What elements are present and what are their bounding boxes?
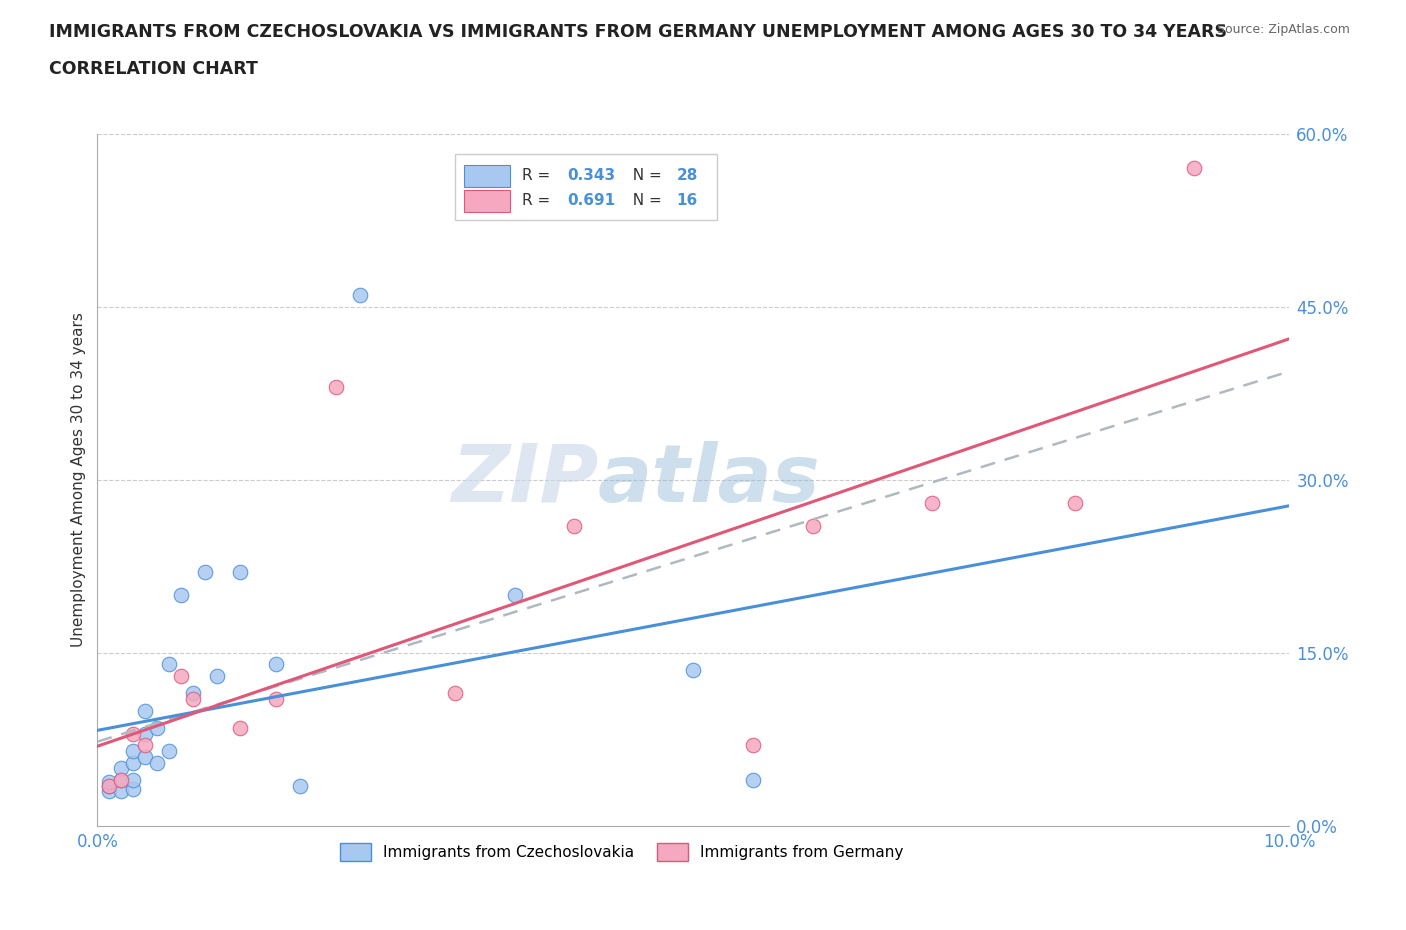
Point (325, 380, 347, 395)
Point (122, 744, 145, 759)
Point (444, 685, 467, 700)
FancyBboxPatch shape (456, 154, 717, 220)
Point (288, 778, 311, 793)
Point (98, 778, 121, 793)
Point (134, 726, 156, 741)
Text: atlas: atlas (598, 441, 821, 519)
Point (122, 726, 145, 741)
Point (122, 773, 145, 788)
Point (503, 588, 526, 603)
Point (146, 755, 169, 770)
Y-axis label: Unemployment Among Ages 30 to 34 years: Unemployment Among Ages 30 to 34 years (72, 312, 86, 647)
Text: 0.343: 0.343 (567, 168, 616, 183)
Point (181, 685, 204, 700)
Point (1063, 496, 1085, 511)
Point (921, 496, 943, 511)
Point (801, 519, 824, 534)
Point (110, 773, 132, 788)
Text: R =: R = (522, 168, 555, 183)
Point (134, 737, 156, 752)
Point (562, 519, 585, 534)
FancyBboxPatch shape (464, 190, 510, 212)
Point (134, 750, 156, 764)
Point (205, 669, 228, 684)
Text: ZIP: ZIP (451, 441, 598, 519)
Point (157, 657, 180, 671)
Point (229, 565, 252, 579)
Point (229, 721, 252, 736)
Point (110, 761, 132, 776)
Point (181, 692, 204, 707)
Point (682, 663, 704, 678)
Text: 0.691: 0.691 (567, 193, 616, 208)
Point (264, 692, 287, 707)
Text: 16: 16 (676, 193, 697, 208)
Point (157, 744, 180, 759)
Text: R =: R = (522, 193, 555, 208)
Point (98, 775, 121, 790)
Point (194, 565, 217, 579)
Text: 28: 28 (676, 168, 697, 183)
Point (170, 669, 193, 684)
Point (110, 784, 132, 799)
Point (742, 773, 765, 788)
Point (98, 784, 121, 799)
Point (264, 657, 287, 671)
Point (349, 287, 371, 302)
Point (98, 778, 121, 793)
Point (170, 588, 193, 603)
Point (742, 737, 765, 752)
Point (110, 773, 132, 788)
FancyBboxPatch shape (464, 165, 510, 187)
Point (1182, 161, 1205, 176)
Text: IMMIGRANTS FROM CZECHOSLOVAKIA VS IMMIGRANTS FROM GERMANY UNEMPLOYMENT AMONG AGE: IMMIGRANTS FROM CZECHOSLOVAKIA VS IMMIGR… (49, 23, 1227, 41)
Point (134, 703, 156, 718)
Text: N =: N = (623, 193, 666, 208)
Legend: Immigrants from Czechoslovakia, Immigrants from Germany: Immigrants from Czechoslovakia, Immigran… (335, 837, 910, 867)
Point (146, 721, 169, 736)
Text: N =: N = (623, 168, 666, 183)
Point (122, 781, 145, 796)
Point (122, 755, 145, 770)
Text: CORRELATION CHART: CORRELATION CHART (49, 60, 259, 78)
Text: Source: ZipAtlas.com: Source: ZipAtlas.com (1216, 23, 1350, 36)
